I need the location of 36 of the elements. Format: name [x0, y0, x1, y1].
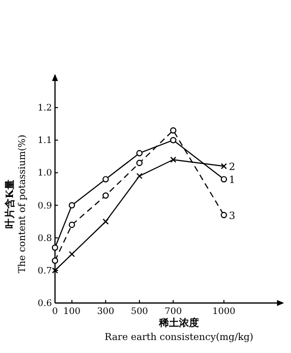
point — [68, 251, 75, 258]
point — [102, 176, 109, 182]
point — [102, 192, 109, 199]
y-tick-label: 0.8 — [38, 234, 52, 244]
point — [68, 222, 76, 228]
point — [52, 244, 58, 251]
x-tick-label: 100 — [63, 307, 81, 317]
point — [136, 150, 143, 156]
y-tick-label: 0.6 — [38, 299, 52, 309]
point — [102, 218, 109, 225]
point — [220, 212, 228, 218]
point — [170, 156, 176, 163]
point — [170, 127, 176, 134]
series-label: 2 — [228, 162, 236, 174]
point — [52, 258, 58, 264]
x-tick-label: 700 — [164, 307, 182, 317]
series-label: 3 — [228, 211, 236, 222]
y-tick-label: 0.7 — [38, 266, 52, 276]
point — [220, 176, 228, 182]
x-tick-label: 0 — [52, 307, 58, 317]
y-tick-label: 0.9 — [38, 201, 52, 212]
point — [52, 267, 58, 274]
x-axis-title: 稀土浓度 Rare earth consistency(mg/kg) — [104, 317, 254, 343]
series-label: 1 — [228, 175, 236, 186]
point — [170, 136, 176, 144]
point — [68, 202, 76, 208]
y-tick-label: 1.2 — [38, 104, 52, 114]
x-tick-label: 1000 — [212, 307, 236, 317]
y-tick-label: 1.0 — [38, 168, 52, 179]
x-tick-label: 300 — [97, 307, 115, 317]
point — [136, 160, 143, 166]
point — [136, 172, 142, 180]
x-tick-label: 500 — [130, 307, 148, 317]
y-tick-label: 1.1 — [38, 136, 52, 146]
y-axis-title: 叶片含K量 The content of potassium(%) — [4, 134, 28, 274]
point — [220, 163, 227, 170]
